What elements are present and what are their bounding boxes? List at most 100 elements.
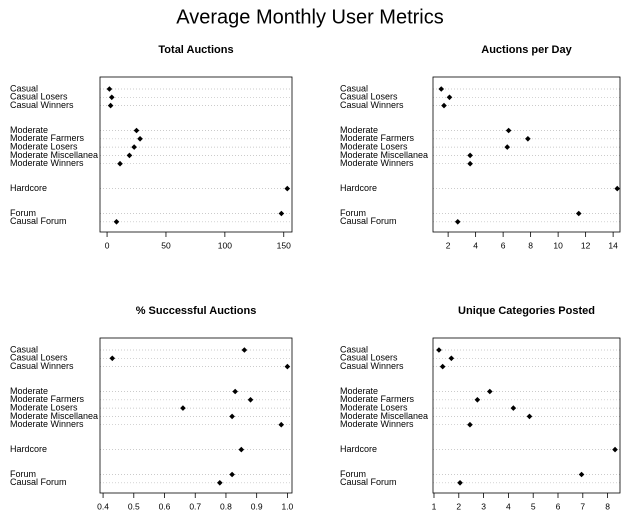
x-tick-label: 8 <box>528 240 533 250</box>
category-label: Moderate <box>340 386 378 396</box>
category-label: Casual Losers <box>340 353 398 363</box>
dot <box>247 397 254 403</box>
category-label: Moderate <box>340 125 378 135</box>
category-label: Casual Winners <box>340 100 404 110</box>
dot <box>238 446 245 453</box>
dot <box>448 355 455 362</box>
dot <box>474 397 481 403</box>
category-label: Causal Forum <box>10 477 67 487</box>
category-label: Casual <box>10 344 38 354</box>
category-label: Casual <box>10 83 38 93</box>
dot <box>278 421 285 428</box>
dot <box>133 127 140 134</box>
x-tick-label: 1.0 <box>281 501 293 511</box>
category-label: Moderate Farmers <box>10 394 85 404</box>
dot <box>486 388 493 395</box>
dot <box>229 471 235 478</box>
category-label: Moderate Winners <box>340 419 414 429</box>
category-label: Casual <box>340 344 368 354</box>
category-label: Casual <box>340 83 368 93</box>
category-label: Causal Forum <box>340 477 397 487</box>
category-label: Moderate Losers <box>10 402 78 412</box>
dot <box>438 86 445 92</box>
category-label: Forum <box>340 208 366 218</box>
category-label: Causal Forum <box>10 216 67 226</box>
x-tick-label: 7 <box>580 501 585 511</box>
category-label: Forum <box>10 469 36 479</box>
category-label: Moderate Winners <box>340 158 414 168</box>
category-label: Moderate Miscellanea <box>10 150 98 160</box>
category-label: Moderate <box>10 386 48 396</box>
x-tick-label: 0.8 <box>220 501 232 511</box>
dot <box>446 94 453 101</box>
category-label: Casual Winners <box>10 361 74 371</box>
dot <box>439 363 446 370</box>
dot <box>117 160 123 167</box>
category-label: Moderate <box>10 125 48 135</box>
x-tick-label: 5 <box>531 501 536 511</box>
dot <box>467 160 473 167</box>
category-label: Moderate Miscellanea <box>10 411 98 421</box>
category-label: Casual Losers <box>10 353 68 363</box>
category-label: Moderate Farmers <box>340 133 415 143</box>
dot <box>284 363 291 370</box>
dot <box>436 347 442 353</box>
dot <box>467 152 473 159</box>
dot <box>107 102 114 109</box>
x-tick-label: 8 <box>605 501 610 511</box>
panel-title: Auctions per Day <box>481 44 572 56</box>
plot-frame <box>432 337 621 494</box>
x-tick-label: 100 <box>218 240 232 250</box>
x-tick-label: 4 <box>473 240 478 250</box>
category-label: Casual Winners <box>10 100 74 110</box>
dot <box>241 347 248 353</box>
main-title: Average Monthly User Metrics <box>176 6 444 28</box>
dot <box>441 102 447 109</box>
x-tick-label: 10 <box>553 240 563 250</box>
x-tick-label: 6 <box>556 501 561 511</box>
dot <box>180 405 186 411</box>
dot <box>229 413 235 420</box>
dot <box>505 127 512 134</box>
category-label: Hardcore <box>10 444 47 454</box>
category-label: Moderate Miscellanea <box>340 411 428 421</box>
category-label: Hardcore <box>340 183 377 193</box>
category-label: Moderate Farmers <box>340 394 415 404</box>
dot <box>467 421 473 428</box>
x-tick-label: 3 <box>481 501 486 511</box>
dot <box>526 413 533 420</box>
category-label: Moderate Losers <box>340 402 408 412</box>
x-tick-label: 0 <box>105 240 110 250</box>
category-label: Hardcore <box>340 444 377 454</box>
category-label: Casual Losers <box>10 92 68 102</box>
dot <box>614 185 621 192</box>
plot-frame <box>99 76 293 233</box>
category-label: Moderate Miscellanea <box>340 150 428 160</box>
plot-frame <box>432 76 621 233</box>
dot <box>612 446 618 453</box>
plot-frame <box>99 337 293 494</box>
dot <box>131 144 137 150</box>
panel-title: % Successful Auctions <box>136 305 257 317</box>
x-tick-label: 2 <box>446 240 451 250</box>
x-tick-label: 0.6 <box>159 501 171 511</box>
dot <box>284 185 291 192</box>
category-label: Casual Losers <box>340 92 398 102</box>
category-label: Moderate Losers <box>340 141 408 151</box>
panel-title: Unique Categories Posted <box>458 305 595 317</box>
category-label: Causal Forum <box>340 216 397 226</box>
dot <box>525 136 531 142</box>
category-label: Casual Winners <box>340 361 404 371</box>
x-tick-label: 4 <box>506 501 511 511</box>
x-tick-label: 12 <box>581 240 591 250</box>
dot <box>106 86 113 92</box>
dot <box>510 405 517 411</box>
x-tick-label: 1 <box>432 501 437 511</box>
category-label: Moderate Winners <box>10 158 84 168</box>
dot <box>109 355 116 362</box>
dot <box>454 219 461 225</box>
dot <box>217 480 223 486</box>
dot <box>113 219 120 225</box>
x-tick-label: 0.5 <box>128 501 140 511</box>
